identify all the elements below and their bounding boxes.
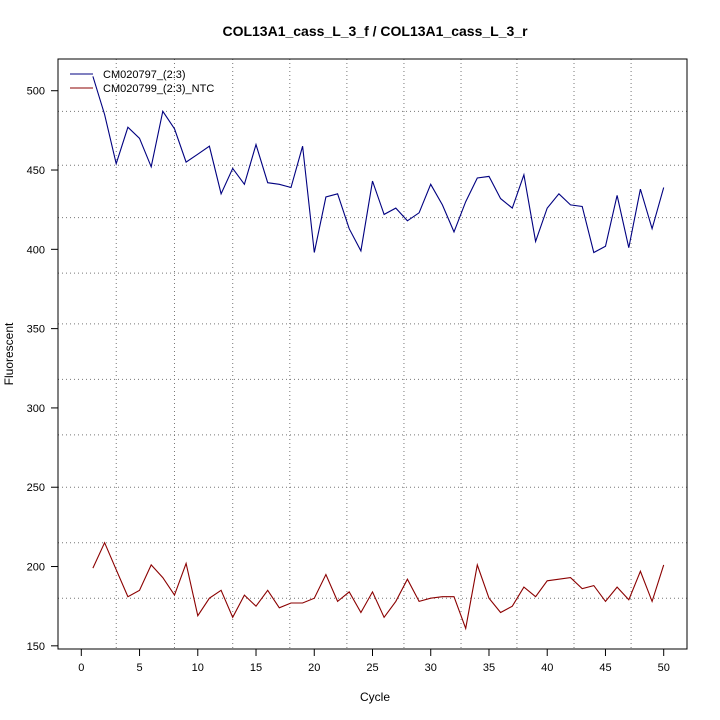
series-layer [92,76,665,631]
series-line-2 [92,541,665,631]
y-tick-label: 400 [27,244,45,256]
y-tick-label: 250 [27,482,45,494]
x-tick-label: 15 [250,662,262,674]
y-tick-label: 350 [27,324,45,336]
x-tick-label: 50 [658,662,670,674]
series-line-1 [92,76,665,254]
legend-label-1: CM020797_(2:3) [103,69,186,81]
y-axis: 150 200 250 300 350 400 450 500 [27,86,59,653]
x-tick-label: 0 [78,662,84,674]
x-tick-label: 5 [136,662,142,674]
y-tick-label: 200 [27,562,45,574]
legend-label-2: CM020799_(2:3)_NTC [103,83,214,95]
grid-layer [58,59,687,649]
chart-title: COL13A1_cass_L_3_f / COL13A1_cass_L_3_r [222,23,528,39]
x-tick-label: 40 [541,662,553,674]
plot-frame [57,58,688,650]
x-tick-label: 30 [425,662,437,674]
x-tick-label: 25 [366,662,378,674]
x-tick-label: 20 [308,662,320,674]
x-tick-label: 10 [192,662,204,674]
x-axis-title: Cycle [360,690,390,704]
y-tick-label: 300 [27,403,45,415]
x-tick-label: 45 [599,662,611,674]
x-tick-label: 35 [483,662,495,674]
y-axis-title: Fluorescent [2,322,16,385]
y-tick-label: 500 [27,86,45,98]
y-tick-label: 450 [27,165,45,177]
legend: CM020797_(2:3) CM020799_(2:3)_NTC [70,69,214,95]
y-tick-label: 150 [27,641,45,653]
x-axis: 0 5 10 15 20 25 30 35 40 45 50 [78,648,670,674]
